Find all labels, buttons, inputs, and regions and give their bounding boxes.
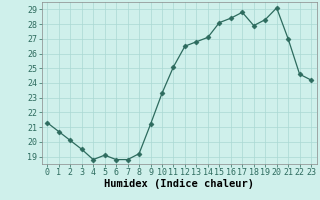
X-axis label: Humidex (Indice chaleur): Humidex (Indice chaleur) (104, 179, 254, 189)
